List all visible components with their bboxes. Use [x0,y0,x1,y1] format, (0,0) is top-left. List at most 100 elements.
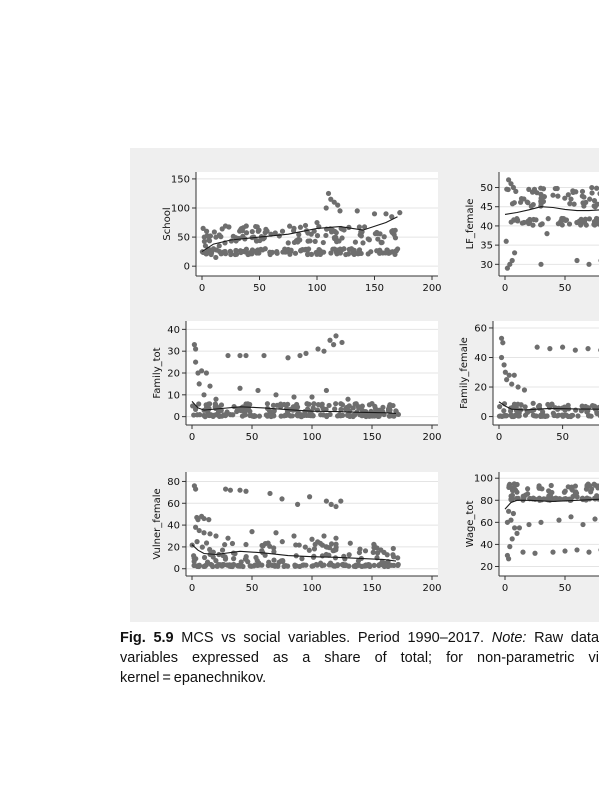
data-point [267,490,273,497]
data-point [271,408,277,414]
data-point [382,250,389,256]
x-tick-label: 50 [246,583,259,594]
data-point [506,482,512,489]
data-point [288,247,294,253]
data-point [572,347,578,353]
x-tick-label: 0 [496,432,502,443]
data-point [216,243,222,249]
y-tick-label: 40 [480,221,493,232]
data-point [503,413,510,419]
data-point [508,181,514,187]
data-point [237,385,243,391]
data-point [208,251,214,258]
data-point [219,226,225,232]
data-point [297,237,303,243]
data-point [510,510,516,517]
data-point [381,234,387,240]
data-point [568,196,574,202]
data-point [555,406,561,412]
data-point [222,542,228,548]
data-point [333,401,339,407]
data-point [371,411,377,418]
data-point [561,489,568,495]
data-point [371,562,377,569]
data-point [254,562,260,568]
data-point [309,536,315,542]
data-point [202,243,209,249]
data-point [548,482,554,489]
data-point [514,530,520,536]
data-point [292,250,299,256]
data-point [196,527,202,534]
data-point [248,563,254,569]
data-point [315,346,321,352]
data-point [556,517,562,523]
data-point [593,215,599,222]
data-point [381,549,387,555]
data-point [203,251,209,257]
data-point [247,412,253,419]
data-point [509,492,516,498]
data-point [538,261,544,267]
data-point [565,402,571,408]
data-point [504,186,510,192]
data-point [568,514,574,520]
data-point [501,362,507,368]
data-point [237,352,243,359]
data-point [574,494,580,500]
data-point [306,246,312,252]
data-point [280,558,286,565]
data-point [291,239,297,246]
data-point [509,381,515,387]
data-point [390,227,396,234]
data-point [194,539,200,545]
data-point [218,234,224,240]
data-point [201,515,207,522]
data-point [341,227,347,233]
data-point [325,190,332,197]
data-point [243,541,249,548]
data-point [243,223,249,229]
x-tick-label: 100 [302,583,321,594]
data-point [361,224,368,230]
data-point [509,412,515,419]
y-tick-label: 30 [480,260,493,271]
x-tick-label: 200 [422,432,441,443]
data-point [509,536,515,542]
data-point [331,199,337,205]
data-point [302,222,309,229]
data-point [351,412,357,418]
data-point [530,400,536,406]
data-point [531,412,537,419]
y-axis-label: School [162,207,173,240]
data-point [202,413,208,419]
data-point [348,246,355,252]
data-point [374,229,380,236]
data-point [538,203,544,209]
data-point [520,493,526,499]
data-point [573,489,579,495]
data-point [354,208,360,214]
data-point [545,401,551,408]
data-point [508,219,514,225]
y-tick-label: 20 [480,562,493,573]
data-point [526,220,532,227]
data-point [323,551,329,558]
data-point [365,251,371,257]
data-point [513,407,520,414]
y-tick-label: 40 [480,540,493,551]
data-point [285,401,291,407]
data-point [233,251,240,257]
y-tick-label: 0 [184,262,190,273]
x-tick-label: 100 [302,432,321,443]
points-layer [199,190,403,261]
x-tick-label: 0 [502,283,508,294]
y-axis-label: Family_tot [152,347,163,398]
data-point [192,406,199,412]
data-point [201,554,208,561]
data-point [592,222,598,228]
data-point [331,235,338,242]
data-point [284,406,290,412]
data-point [346,552,352,558]
y-tick-label: 20 [167,369,180,380]
